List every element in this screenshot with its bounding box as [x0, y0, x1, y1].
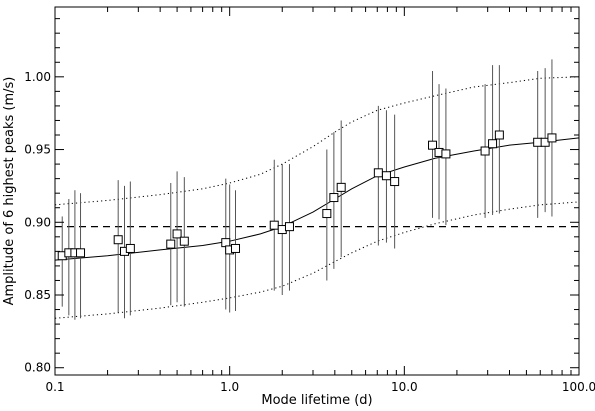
y-tick-label: 1.00	[24, 70, 51, 84]
data-point-marker	[428, 140, 438, 150]
lower-bound-curve	[54, 201, 580, 319]
data-point-marker	[284, 222, 294, 232]
y-tick-label: 0.90	[24, 215, 51, 229]
data-point-marker	[231, 243, 241, 253]
y-tick-label: 0.95	[24, 143, 51, 157]
data-point-marker	[494, 130, 504, 140]
data-point-marker	[113, 235, 123, 245]
data-point-marker	[547, 133, 557, 143]
data-point-marker	[76, 248, 86, 258]
data-point-marker	[336, 182, 346, 192]
data-point-marker	[172, 229, 182, 239]
data-point-marker	[125, 243, 135, 253]
data-point-marker	[381, 171, 391, 181]
x-tick-label: 0.1	[45, 380, 64, 394]
data-point-marker	[488, 139, 498, 149]
data-point-marker	[480, 146, 490, 156]
data-point-marker	[322, 209, 332, 219]
data-point-marker	[373, 168, 383, 178]
data-point-marker	[441, 149, 451, 159]
upper-bound-curve	[54, 76, 580, 206]
plot-frame	[54, 6, 580, 376]
y-tick-label: 0.85	[24, 288, 51, 302]
data-point-marker	[179, 236, 189, 246]
data-point-marker	[329, 193, 339, 203]
fit-curve	[54, 137, 580, 261]
y-axis-label: Amplitude of 6 highest peaks (m/s)	[2, 77, 17, 306]
x-tick-label: 100.0	[562, 380, 595, 394]
data-point-marker	[269, 220, 279, 230]
data-point-marker	[166, 239, 176, 249]
x-axis-label: Mode lifetime (d)	[261, 393, 372, 408]
x-tick-label: 1.0	[220, 380, 239, 394]
data-point-marker	[390, 177, 400, 187]
y-tick-label: 0.80	[24, 361, 51, 375]
x-tick-label: 10.0	[391, 380, 418, 394]
data-point-marker	[533, 137, 543, 147]
